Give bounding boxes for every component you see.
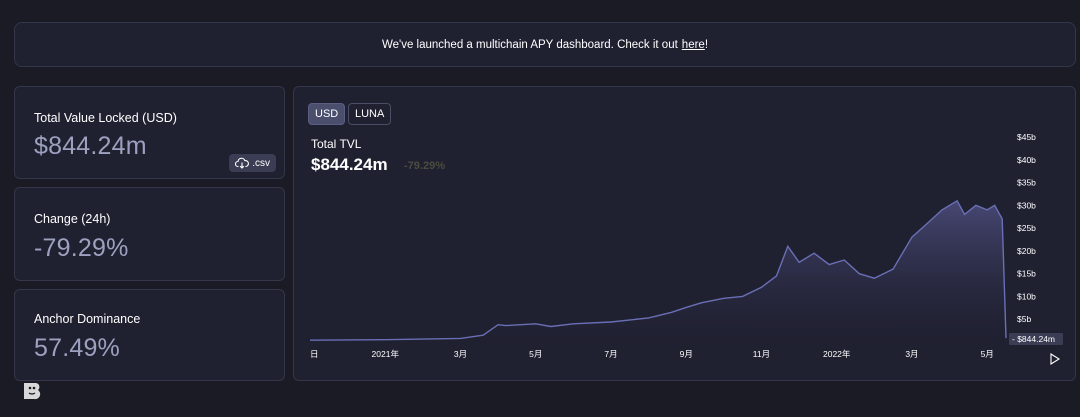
x-tick-label: 7月 (604, 349, 617, 359)
y-tick-label: $40b (1017, 155, 1036, 165)
usd-toggle-button[interactable]: USD (308, 103, 346, 125)
x-tick-label: 日 (310, 349, 319, 359)
x-tick-label: 3月 (905, 349, 918, 359)
y-tick-label: $20b (1017, 246, 1036, 256)
banner-suffix: ! (704, 38, 709, 51)
tvl-value: $844.24m (34, 132, 147, 160)
y-tick-label: $30b (1017, 200, 1036, 210)
x-axis: 日 2021年 3月 5月 7月 9月 11月 2022年 3月 5月 (310, 349, 994, 359)
chart-title: Total TVL (311, 137, 362, 151)
tvl-label: Total Value Locked (USD) (34, 111, 177, 125)
y-tick-label: $15b (1017, 269, 1036, 279)
luna-toggle-button[interactable]: LUNA (348, 103, 392, 125)
banner-link[interactable]: here (681, 38, 705, 51)
x-tick-label: 3月 (454, 349, 467, 359)
x-tick-label: 11月 (753, 349, 770, 359)
x-tick-label: 9月 (680, 349, 693, 359)
svg-text:- $844.24m: - $844.24m (1012, 334, 1055, 344)
x-tick-label: 2022年 (823, 349, 851, 359)
chart-value: $844.24m (311, 155, 388, 174)
tvl-area-fill (310, 200, 1006, 342)
csv-download-button[interactable]: .csv (229, 154, 276, 172)
x-tick-label: 2021年 (372, 349, 400, 359)
dominance-card: Anchor Dominance 57.49% (14, 289, 285, 381)
chart-change: -79.29% (404, 160, 445, 172)
bear-logo-icon[interactable] (21, 380, 43, 407)
announcement-banner: We've launched a multichain APY dashboar… (14, 22, 1076, 67)
tvl-chart-panel: USD LUNA Total TVL $844.24m -79.29% $5b $… (293, 86, 1076, 381)
banner-text: We've launched a multichain APY dashboar… (381, 38, 678, 51)
tvl-series-line (309, 199, 1007, 341)
dominance-value: 57.49% (34, 334, 120, 362)
dominance-label: Anchor Dominance (34, 312, 141, 326)
change-value: -79.29% (34, 234, 129, 262)
x-tick-label: 5月 (529, 349, 542, 359)
y-tick-label: $35b (1017, 178, 1036, 188)
y-tick-label: $25b (1017, 223, 1036, 233)
y-axis: $5b $10b $15b $20b $25b $30b $35b $40b $45b (1017, 132, 1036, 324)
y-tick-label: $10b (1017, 291, 1036, 301)
tvl-card: Total Value Locked (USD) $844.24m .csv (14, 86, 285, 179)
change-card: Change (24h) -79.29% (14, 187, 285, 281)
y-tick-label: $5b (1017, 314, 1031, 324)
csv-label: .csv (252, 157, 270, 169)
y-tick-label: $45b (1017, 132, 1036, 142)
change-label: Change (24h) (34, 212, 111, 226)
tvl-area-chart[interactable]: $5b $10b $15b $20b $25b $30b $35b $40b $45b 日 202… (294, 87, 1075, 380)
x-tick-label: 5月 (981, 349, 994, 359)
cloud-download-icon (235, 157, 250, 169)
current-value-marker: - $844.24m (1009, 333, 1063, 345)
play-icon[interactable] (1050, 353, 1061, 365)
